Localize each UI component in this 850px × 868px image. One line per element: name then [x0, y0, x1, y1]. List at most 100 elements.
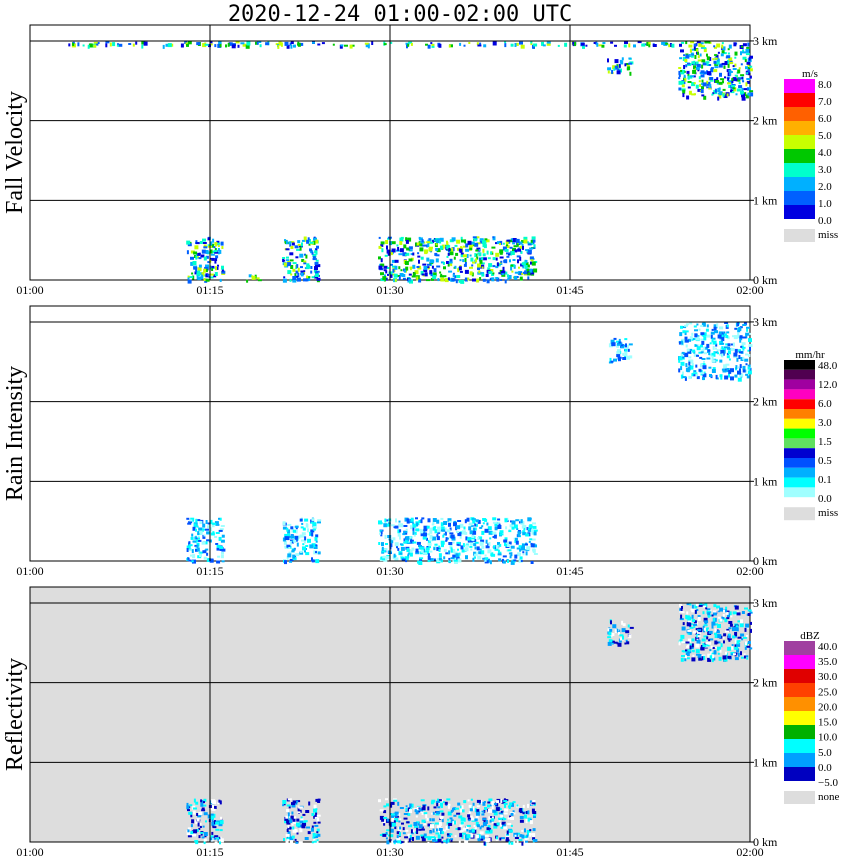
echo-cell: [391, 248, 396, 253]
echo-cell: [715, 374, 718, 379]
echo-cell: [680, 634, 685, 639]
echo-cell: [732, 342, 735, 347]
echo-cell: [209, 558, 214, 563]
echo-cell: [509, 246, 513, 249]
echo-cell: [386, 523, 390, 527]
echo-cell: [706, 357, 711, 360]
echo-cell: [287, 262, 292, 267]
echo-cell: [698, 328, 701, 331]
echo-cell: [695, 335, 700, 338]
echo-cell: [424, 250, 428, 255]
echo-cell: [745, 94, 749, 99]
echo-cell: [689, 643, 693, 646]
echo-cell: [201, 809, 206, 812]
echo-cell: [696, 346, 701, 351]
echo-cell: [464, 547, 469, 552]
echo-cell: [306, 275, 309, 279]
echo-cell: [198, 257, 202, 260]
echo-cell: [477, 838, 481, 842]
echo-cell: [714, 54, 718, 57]
echo-cell: [311, 559, 315, 563]
echo-cell: [192, 833, 197, 837]
echo-cell: [409, 809, 412, 814]
echo-cell: [387, 237, 392, 240]
echo-cell: [225, 44, 227, 48]
echo-cell: [720, 636, 725, 639]
echo-cell: [432, 838, 437, 842]
colorbar-label: 0.0: [818, 215, 832, 227]
echo-cell: [744, 358, 749, 362]
echo-cell: [385, 543, 388, 545]
echo-cell: [624, 338, 628, 341]
echo-cell: [219, 43, 222, 48]
echo-cell: [389, 273, 393, 278]
echo-cell: [388, 271, 393, 275]
echo-cell: [418, 259, 420, 264]
echo-cell: [195, 240, 198, 243]
echo-cell: [206, 539, 210, 542]
echo-cell: [419, 810, 422, 813]
echo-cell: [446, 261, 449, 264]
echo-cell: [737, 370, 741, 375]
echo-cell: [473, 527, 476, 532]
echo-cell: [285, 841, 289, 844]
echo-cell: [735, 365, 738, 370]
echo-cell: [747, 613, 751, 616]
echo-cell: [194, 271, 198, 275]
echo-cell: [721, 353, 724, 358]
echo-cell: [221, 560, 225, 563]
echo-cell: [720, 342, 725, 345]
echo-cell: [286, 829, 289, 832]
colorbar-swatch: [784, 467, 815, 478]
echo-cell: [463, 263, 467, 267]
echo-cell: [746, 87, 749, 91]
echo-cell: [613, 337, 617, 340]
echo-cell: [523, 271, 527, 274]
echo-cell: [696, 376, 700, 380]
echo-cell: [464, 519, 467, 524]
echo-cell: [478, 257, 482, 262]
echo-cell: [475, 258, 478, 263]
echo-cell: [217, 555, 221, 558]
echo-cell: [521, 244, 524, 248]
echo-cell: [435, 243, 438, 246]
echo-cell: [687, 73, 690, 76]
echo-cell: [519, 245, 524, 249]
echo-cell: [697, 615, 701, 619]
echo-cell: [300, 42, 304, 46]
echo-cell: [187, 557, 190, 560]
echo-cell: [186, 250, 189, 255]
echo-cell: [741, 638, 744, 641]
echo-cell: [519, 808, 523, 812]
echo-cell: [194, 544, 199, 547]
echo-cell: [293, 44, 296, 48]
echo-cell: [694, 344, 698, 347]
echo-cell: [315, 551, 317, 554]
echo-cell: [408, 278, 412, 282]
echo-cell: [490, 552, 494, 557]
echo-cell: [499, 263, 503, 265]
echo-cell: [628, 43, 631, 48]
echo-cell: [689, 359, 694, 364]
echo-cell: [474, 827, 477, 830]
echo-cell: [750, 628, 752, 633]
echo-cell: [517, 832, 521, 835]
echo-cell: [598, 44, 602, 47]
echo-cell: [128, 43, 132, 45]
echo-cell: [433, 558, 436, 561]
echo-cell: [286, 259, 289, 262]
echo-cell: [290, 815, 293, 820]
echo-cell: [713, 617, 716, 622]
echo-cell: [235, 41, 240, 44]
echo-cell: [187, 41, 192, 45]
echo-cell: [511, 560, 514, 563]
echo-cell: [386, 249, 391, 254]
echo-cell: [464, 840, 469, 844]
echo-cell: [477, 519, 481, 524]
echo-cell: [713, 326, 717, 331]
colorbar-unit: dBZ: [800, 630, 820, 642]
echo-cell: [307, 538, 311, 543]
echo-cell: [457, 802, 461, 806]
colorbar-swatch: [784, 448, 815, 458]
echo-cell: [439, 245, 443, 250]
